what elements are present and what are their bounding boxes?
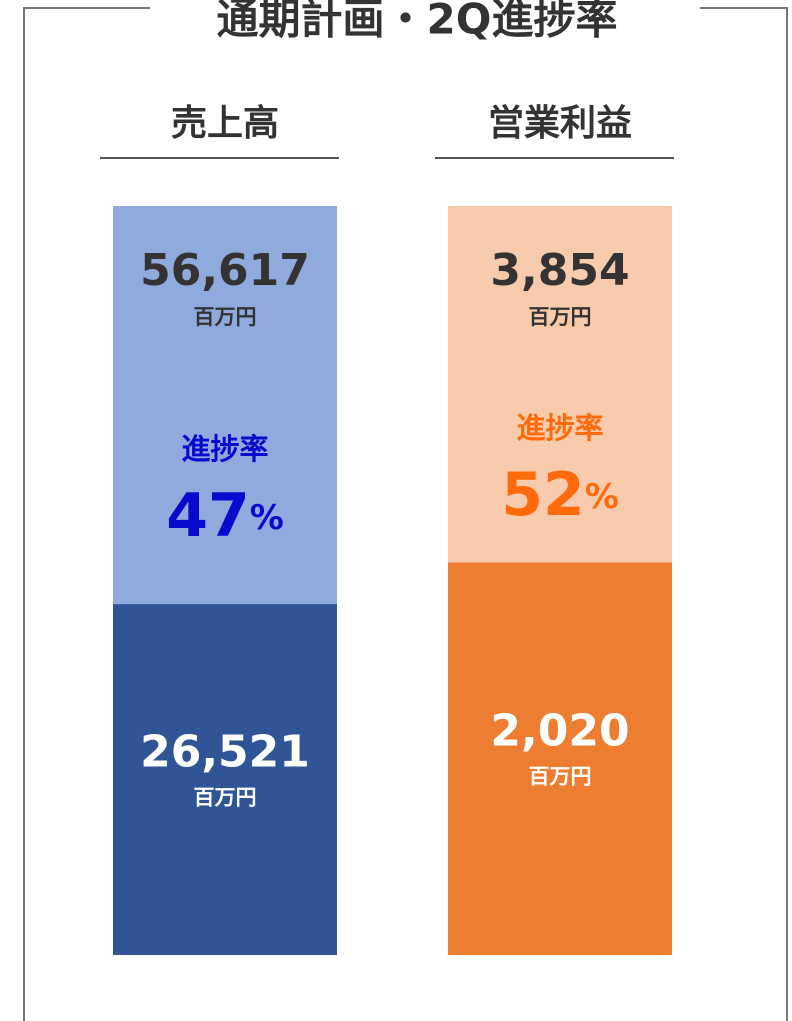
plan-unit: 百万円 [194,305,257,329]
rate-number: 52 [501,460,585,530]
frame-left [23,7,150,1021]
rate-number: 47 [166,481,250,551]
panel-heading: 売上高 [171,103,279,144]
rate-value: 47% [166,481,284,551]
actual-unit: 百万円 [529,765,592,789]
rate-value: 52% [501,460,619,530]
rate-unit: % [250,498,284,538]
rate-label: 進捗率 [516,411,603,445]
panel-heading: 営業利益 [488,103,632,144]
title: 通期計画・2Q進捗率 [217,0,618,44]
actual-bar [113,604,337,955]
rate-label: 進捗率 [181,432,268,466]
actual-unit: 百万円 [194,786,257,810]
plan-value: 3,854 [490,245,629,296]
rate-unit: % [585,477,619,517]
frame-right [700,7,788,1021]
plan-value: 56,617 [140,245,310,296]
plan-unit: 百万円 [529,305,592,329]
actual-bar [448,562,672,955]
actual-value: 2,020 [490,706,629,757]
actual-value: 26,521 [140,727,310,778]
